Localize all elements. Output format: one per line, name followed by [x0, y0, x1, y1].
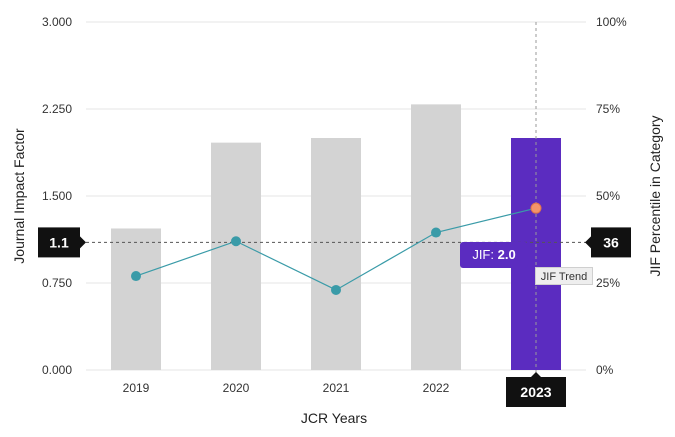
right-tick-label: 50% [596, 189, 620, 203]
percentile-point-2019 [131, 271, 141, 282]
right-tick-label: 100% [596, 15, 627, 29]
jif-tooltip: JIF: 2.0 [460, 242, 528, 268]
left-value-box [38, 227, 80, 258]
left-tick-label: 0.750 [42, 276, 72, 290]
percentile-point-2023 [530, 202, 542, 214]
tooltip-label: JIF: [472, 247, 494, 262]
x-tick-label: 2019 [123, 381, 150, 395]
x-value-arrow [530, 372, 542, 378]
x-value-box [506, 377, 566, 407]
right-value-box [591, 227, 631, 258]
x-value-label: 2023 [520, 384, 551, 400]
x-axis-ticks: 2019 2020 2021 2022 [123, 381, 450, 395]
bar-2020 [211, 142, 261, 370]
bar-2021 [311, 138, 361, 370]
x-tick-label: 2020 [223, 381, 250, 395]
bar-2019 [111, 228, 161, 370]
x-tick-label: 2022 [423, 381, 450, 395]
bars [111, 104, 561, 371]
right-axis-ticks: 0% 25% 50% 75% 100% [596, 15, 627, 377]
left-value-label: 1.1 [49, 234, 69, 250]
left-tick-label: 0.000 [42, 363, 72, 377]
left-value-arrow [80, 236, 86, 249]
right-tick-label: 0% [596, 363, 614, 377]
right-tick-label: 75% [596, 102, 620, 116]
left-axis-title: Journal Impact Factor [11, 128, 27, 264]
right-value-arrow [585, 236, 591, 249]
left-axis-ticks: 0.000 0.750 1.500 2.250 3.000 [42, 15, 72, 377]
right-axis-title: JIF Percentile in Category [647, 115, 663, 276]
crosshair-labels: 1.1 36 2023 [38, 227, 631, 407]
x-axis-title: JCR Years [301, 410, 367, 426]
jif-trend-label: JIF Trend [535, 267, 593, 285]
left-tick-label: 1.500 [42, 189, 72, 203]
left-tick-label: 3.000 [42, 15, 72, 29]
percentile-point-2021 [331, 284, 341, 295]
percentile-point-2022 [431, 227, 441, 238]
percentile-points [131, 202, 542, 295]
percentile-point-2020 [231, 236, 241, 247]
right-value-label: 36 [603, 234, 619, 250]
x-tick-label: 2021 [323, 381, 350, 395]
tooltip-value: 2.0 [497, 247, 516, 262]
left-tick-label: 2.250 [42, 102, 72, 116]
right-tick-label: 25% [596, 276, 620, 290]
